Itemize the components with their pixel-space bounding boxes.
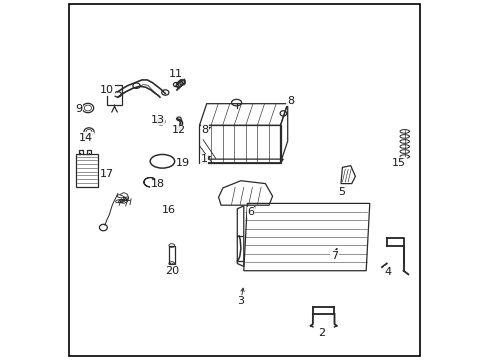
Bar — [107, 85, 122, 105]
Text: 9: 9 — [75, 104, 82, 114]
Text: 17: 17 — [100, 168, 114, 179]
Text: 6: 6 — [247, 207, 254, 217]
Text: 20: 20 — [164, 266, 179, 276]
Text: 18: 18 — [151, 179, 165, 189]
Text: 7: 7 — [330, 251, 337, 261]
Text: 4: 4 — [384, 267, 391, 277]
Text: 19: 19 — [176, 158, 190, 168]
Text: 15: 15 — [391, 158, 406, 168]
Text: 8: 8 — [286, 96, 294, 106]
Text: 1: 1 — [200, 154, 207, 164]
Text: 14: 14 — [79, 132, 93, 143]
Text: 11: 11 — [169, 69, 183, 79]
Text: 10: 10 — [100, 85, 114, 95]
Bar — [76, 154, 98, 187]
Text: 5: 5 — [338, 186, 345, 197]
Text: 13: 13 — [150, 114, 164, 125]
Bar — [168, 246, 174, 264]
Text: 2: 2 — [318, 328, 325, 338]
Text: 12: 12 — [172, 125, 185, 135]
Text: 3: 3 — [237, 296, 244, 306]
Text: 8: 8 — [201, 125, 208, 135]
Text: 16: 16 — [162, 204, 176, 215]
